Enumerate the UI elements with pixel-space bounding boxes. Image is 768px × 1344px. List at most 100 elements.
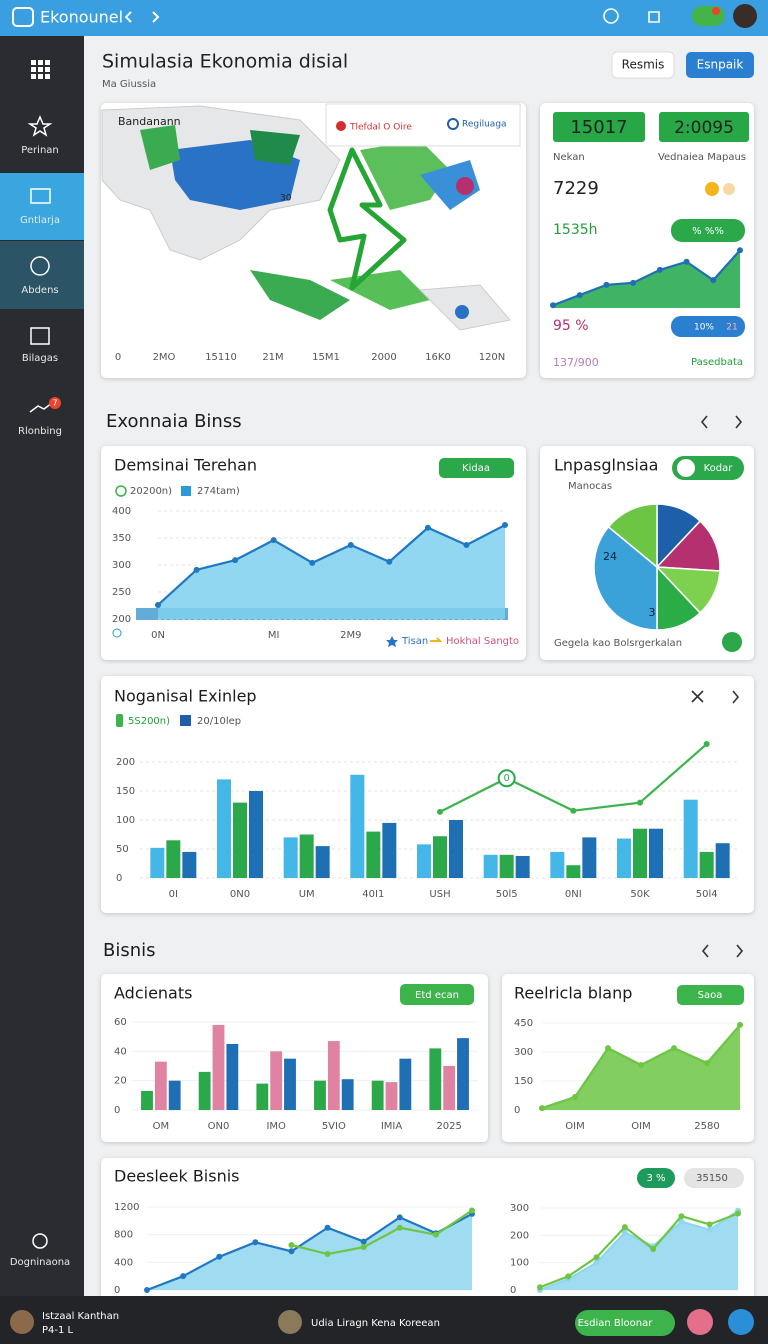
bar <box>417 844 431 878</box>
pill[interactable] <box>671 316 745 337</box>
bar <box>371 1080 384 1110</box>
y-tick-label: 350 <box>112 533 131 544</box>
pill[interactable] <box>677 985 744 1005</box>
point <box>144 1287 150 1293</box>
bar <box>633 828 647 878</box>
point <box>537 1284 543 1291</box>
point <box>324 1251 331 1258</box>
map-label: 30 <box>280 194 292 204</box>
map-legend-box <box>325 103 521 147</box>
bar <box>226 1044 239 1110</box>
avatar[interactable] <box>733 4 757 28</box>
link[interactable]: Pasedbata <box>691 357 743 368</box>
icon-button[interactable] <box>722 632 742 652</box>
bar <box>483 854 498 878</box>
map-axis-label: 15110 <box>205 352 237 363</box>
pie-slice <box>607 503 658 569</box>
y-tick-label: 150 <box>514 1076 533 1087</box>
point <box>539 1105 545 1112</box>
icon-book[interactable] <box>30 327 50 345</box>
icon-button[interactable] <box>728 1309 754 1335</box>
icon-clock[interactable] <box>603 8 619 24</box>
pill[interactable] <box>400 984 474 1005</box>
button[interactable] <box>686 52 754 78</box>
bar <box>699 851 714 878</box>
pill[interactable] <box>684 1168 744 1188</box>
kpi: 15017 <box>570 117 627 138</box>
point <box>621 1224 628 1231</box>
avatar[interactable] <box>10 1310 34 1334</box>
section-title: Bisnis <box>103 940 156 961</box>
x-tick-label: IMIA <box>381 1121 403 1132</box>
chart-dot <box>112 628 122 638</box>
pill[interactable] <box>439 458 514 478</box>
nav-footer[interactable]: Dogninaona <box>10 1257 70 1268</box>
area <box>540 1210 738 1290</box>
section-nav[interactable] <box>701 944 744 958</box>
icon-card[interactable] <box>30 188 51 204</box>
line <box>157 524 506 606</box>
bar <box>284 1058 296 1110</box>
nav-item[interactable]: Bilagas <box>22 353 58 364</box>
button[interactable] <box>611 51 675 79</box>
legend-icon <box>447 118 459 130</box>
icon-info[interactable] <box>30 256 50 276</box>
icon-star[interactable] <box>27 115 53 137</box>
button[interactable] <box>575 1310 675 1336</box>
y-tick-label: 450 <box>514 1018 533 1029</box>
legend-icon <box>386 636 398 647</box>
nav-item[interactable]: Abdens <box>21 285 58 296</box>
y-tick-label: 40 <box>114 1046 127 1057</box>
bar <box>399 1058 412 1110</box>
footer-legend: Hokhal Sangto <box>446 636 519 647</box>
point <box>704 1060 710 1067</box>
point <box>638 1061 644 1068</box>
bar <box>283 837 298 878</box>
nav-item[interactable]: Rlonbing <box>18 426 62 437</box>
pill[interactable] <box>637 1168 675 1188</box>
legend-icon <box>181 486 191 496</box>
point <box>386 558 393 565</box>
section-nav[interactable] <box>700 415 743 429</box>
point <box>437 808 443 815</box>
pill[interactable] <box>671 219 745 242</box>
badge <box>49 397 61 409</box>
map-axis-label: 16K0 <box>425 352 451 363</box>
grid-icon[interactable] <box>31 60 50 79</box>
x-tick-label: UM <box>299 889 315 900</box>
nav-arrows[interactable] <box>124 11 160 23</box>
point <box>502 522 508 529</box>
map-axis-label: 2MO <box>153 352 176 363</box>
toggle[interactable] <box>705 182 719 196</box>
nav-item[interactable]: Perinan <box>21 145 59 156</box>
notif-pill[interactable] <box>692 6 725 26</box>
point <box>155 601 161 608</box>
x-tick-label: 2580 <box>694 1121 719 1132</box>
point <box>270 537 277 544</box>
app-icon[interactable] <box>12 7 34 27</box>
page-title: Simulasia Ekonomia disial <box>102 51 348 73</box>
y-tick-label: 100 <box>510 1258 529 1269</box>
avatar[interactable] <box>278 1310 302 1334</box>
icon-puzzle[interactable] <box>648 11 660 23</box>
chart-title: Demsinai Terehan <box>114 456 257 475</box>
y-tick-label: 1200 <box>114 1202 139 1213</box>
toggle[interactable] <box>723 183 735 195</box>
legend-label: 274tam) <box>197 486 240 497</box>
bar <box>457 1038 469 1110</box>
icon-button[interactable] <box>687 1309 713 1335</box>
x-tick-label: 50K <box>630 889 650 900</box>
y-tick-label: 400 <box>112 506 131 517</box>
legend-label: 5S200n) <box>128 716 170 727</box>
point <box>216 1253 223 1260</box>
y-tick-label: 300 <box>510 1203 529 1214</box>
stat-value: 95 % <box>553 318 589 334</box>
stat-value: 137/900 <box>553 356 599 369</box>
bar <box>341 1079 354 1110</box>
icon-chart[interactable] <box>29 402 53 413</box>
card-controls[interactable] <box>691 690 740 704</box>
y-tick-label: 0 <box>114 1105 120 1116</box>
point <box>324 1224 331 1231</box>
icon-settings[interactable] <box>32 1233 48 1249</box>
nav-item[interactable]: Gntlarja <box>20 215 60 226</box>
